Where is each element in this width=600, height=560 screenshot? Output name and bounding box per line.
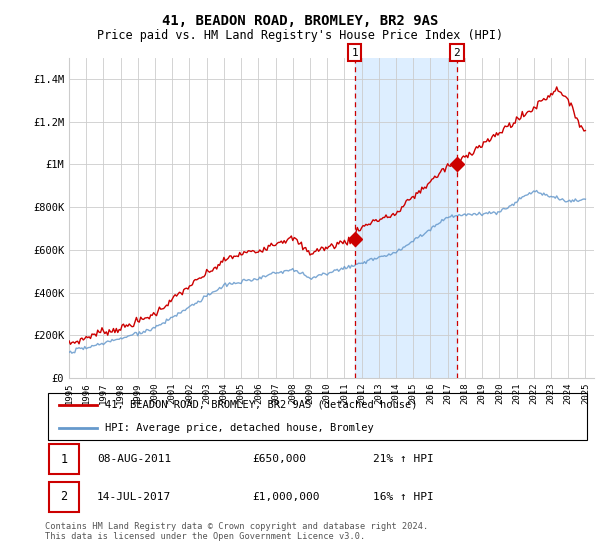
Text: Contains HM Land Registry data © Crown copyright and database right 2024.
This d: Contains HM Land Registry data © Crown c… [45,522,428,542]
Text: 21% ↑ HPI: 21% ↑ HPI [373,454,433,464]
Text: 14-JUL-2017: 14-JUL-2017 [97,492,171,502]
Text: 2: 2 [454,48,460,58]
Text: 08-AUG-2011: 08-AUG-2011 [97,454,171,464]
Bar [355,58,457,378]
Text: 1: 1 [352,48,358,58]
Text: £1,000,000: £1,000,000 [253,492,320,502]
Text: 41, BEADON ROAD, BROMLEY, BR2 9AS (detached house): 41, BEADON ROAD, BROMLEY, BR2 9AS (detac… [105,400,418,410]
Text: £650,000: £650,000 [253,454,307,464]
Text: 2: 2 [61,491,68,503]
Text: 41, BEADON ROAD, BROMLEY, BR2 9AS: 41, BEADON ROAD, BROMLEY, BR2 9AS [162,14,438,28]
Text: 16% ↑ HPI: 16% ↑ HPI [373,492,433,502]
Text: 1: 1 [61,452,68,465]
Text: HPI: Average price, detached house, Bromley: HPI: Average price, detached house, Brom… [105,423,374,433]
Text: Price paid vs. HM Land Registry's House Price Index (HPI): Price paid vs. HM Land Registry's House … [97,29,503,42]
